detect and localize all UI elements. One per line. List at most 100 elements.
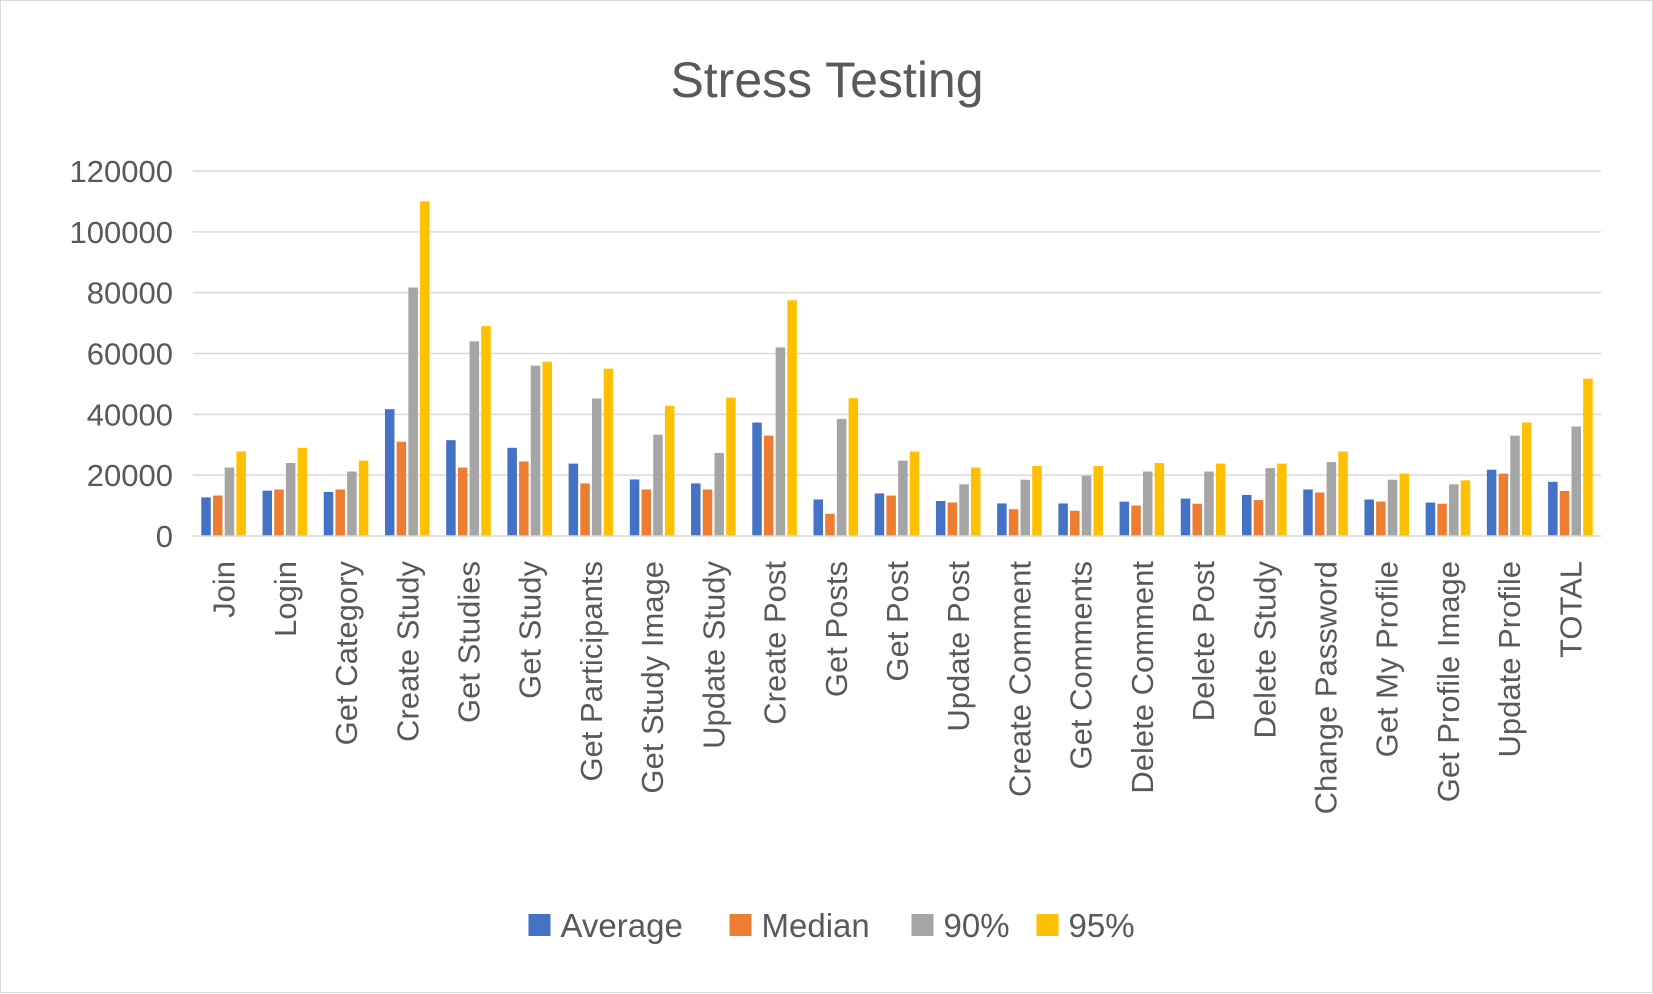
bar <box>446 440 456 536</box>
bar <box>787 300 797 536</box>
bar <box>1242 494 1252 536</box>
bar <box>752 422 762 536</box>
bar <box>848 398 859 536</box>
bar <box>935 501 946 536</box>
bar <box>1303 489 1313 536</box>
bar <box>1387 479 1398 536</box>
bar <box>1070 510 1080 536</box>
bar <box>664 405 675 536</box>
bar <box>603 368 614 536</box>
legend-swatch <box>911 914 934 936</box>
x-category-label: Get Comments <box>1064 561 1099 769</box>
bar <box>629 479 640 536</box>
bar <box>274 489 284 536</box>
legend: Average Median 90% 95% <box>528 907 1135 944</box>
x-category-label: Create Post <box>758 561 793 725</box>
bar <box>836 418 847 536</box>
y-tick-label: 20000 <box>87 458 173 493</box>
bar <box>1498 473 1509 536</box>
bar <box>1277 463 1287 536</box>
bar <box>874 493 885 536</box>
bar <box>592 398 602 536</box>
bar <box>1583 378 1593 536</box>
bar <box>420 201 430 536</box>
bar <box>775 347 786 536</box>
bar <box>1571 426 1581 536</box>
bar <box>1376 501 1386 536</box>
y-tick-label: 0 <box>156 519 173 554</box>
bar <box>1093 466 1103 536</box>
bar <box>1559 490 1570 536</box>
bar <box>1058 503 1068 536</box>
bar <box>1338 451 1348 536</box>
bar <box>1548 481 1558 536</box>
bar <box>542 361 552 536</box>
legend-swatch <box>729 914 752 936</box>
legend-label: Average <box>561 907 683 944</box>
bar <box>201 497 211 536</box>
bar <box>1265 468 1275 536</box>
bar <box>323 491 334 536</box>
x-category-label: Create Comment <box>1002 561 1037 797</box>
bar <box>396 441 407 536</box>
bar <box>1449 484 1459 536</box>
x-category-label: TOTAL <box>1553 561 1588 658</box>
bar <box>886 495 896 536</box>
bar <box>971 467 981 536</box>
x-category-label: Login <box>268 561 303 637</box>
bar <box>641 489 652 536</box>
chart-title: Stress Testing <box>670 52 983 108</box>
bar <box>1364 499 1374 536</box>
bars <box>201 201 1593 536</box>
y-tick-label: 120000 <box>70 154 173 189</box>
bar <box>408 287 418 536</box>
bar <box>236 451 246 536</box>
x-category-label: Update Study <box>696 561 731 749</box>
legend-swatch <box>528 914 551 936</box>
bar <box>384 409 395 536</box>
x-category-label: Delete Study <box>1247 561 1282 739</box>
bar <box>481 326 491 536</box>
bar <box>1437 503 1447 536</box>
bar <box>1425 502 1436 536</box>
x-category-label: Join <box>207 561 242 618</box>
x-category-label: Update Post <box>941 561 976 732</box>
bar <box>653 434 663 536</box>
bar <box>1510 435 1520 536</box>
bar <box>224 467 235 536</box>
bar <box>1326 462 1337 536</box>
y-tick-label: 40000 <box>87 397 173 432</box>
bar <box>898 460 908 536</box>
y-tick-label: 80000 <box>87 276 173 311</box>
bar <box>1460 480 1471 536</box>
x-category-label: Get Studies <box>451 561 486 723</box>
bar <box>213 495 223 536</box>
bar <box>1154 463 1165 536</box>
x-category-label: Get Category <box>329 561 364 746</box>
gridlines <box>193 170 1601 476</box>
bar <box>285 463 296 536</box>
bar <box>947 502 958 536</box>
legend-swatch <box>1036 914 1059 936</box>
bar <box>702 489 713 536</box>
bar <box>469 341 480 536</box>
x-category-label: Delete Post <box>1186 561 1221 722</box>
bar <box>580 483 590 536</box>
y-axis-ticks: 0 20000 40000 60000 80000 100000 120000 <box>70 154 173 554</box>
bar <box>1142 471 1153 536</box>
bar <box>568 463 579 536</box>
bar <box>1399 473 1410 536</box>
bar <box>714 452 724 536</box>
bar <box>519 461 529 536</box>
bar <box>1131 505 1141 536</box>
bar <box>1119 501 1130 536</box>
bar <box>335 489 345 536</box>
bar <box>347 471 357 536</box>
bar <box>1253 500 1264 536</box>
bar <box>1192 503 1202 536</box>
bar <box>1215 463 1226 536</box>
bar <box>691 483 701 536</box>
bar <box>1486 469 1497 536</box>
